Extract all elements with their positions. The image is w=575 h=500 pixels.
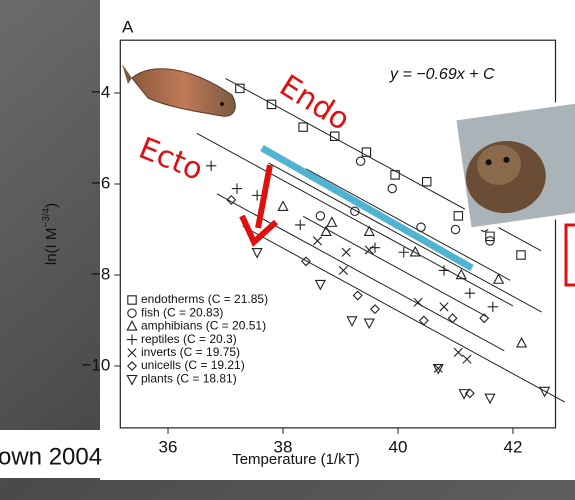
marker: [126, 320, 138, 331]
marker: [433, 363, 443, 373]
fit-line: [216, 193, 505, 352]
marker: [484, 393, 496, 405]
marker: [315, 211, 326, 221]
fit-line: [242, 225, 565, 403]
y-label-main: ln(I M: [43, 228, 60, 266]
marker: [363, 318, 375, 330]
marker: [432, 364, 444, 375]
marker: [126, 374, 138, 386]
marker: [314, 279, 326, 291]
marker: [205, 160, 217, 171]
y-tick-label: −10: [81, 355, 110, 374]
legend-label: endotherms (C = 21.85): [141, 292, 268, 306]
marker: [416, 222, 426, 232]
marker: [298, 122, 308, 132]
marker: [338, 265, 348, 276]
y-tick-label: −6: [91, 173, 110, 192]
marker: [363, 225, 375, 237]
marker: [355, 156, 366, 166]
marker: [352, 290, 363, 301]
marker: [251, 190, 263, 201]
red-arrow: [239, 164, 279, 247]
marker: [266, 99, 277, 110]
marker: [361, 147, 372, 157]
marker: [450, 224, 461, 235]
marker: [350, 206, 360, 217]
plot: 36 38 40 42 −4 −6 −8 −10 endotherms (C = 21.85)f…: [81, 39, 565, 456]
x-tick-label: 38: [274, 437, 293, 456]
x-tick-label: 42: [503, 437, 522, 456]
marker: [453, 347, 463, 357]
marker: [231, 183, 243, 194]
marker: [326, 216, 338, 227]
marker: [329, 131, 340, 141]
red-box: [564, 223, 575, 287]
marker: [485, 236, 495, 246]
marker: [387, 183, 397, 194]
marker: [127, 295, 137, 305]
fish-image: [122, 64, 236, 117]
marker: [346, 316, 358, 327]
marker: [251, 248, 263, 259]
marker: [370, 304, 380, 315]
source-text: own 2004: [0, 443, 102, 470]
fit-line: [196, 132, 514, 307]
legend-label: fish (C = 20.83): [141, 305, 223, 319]
x-tick-label: 40: [389, 437, 408, 456]
marker: [438, 265, 450, 276]
panel-label: A: [122, 17, 134, 36]
marker: [320, 225, 332, 237]
marker: [455, 268, 467, 280]
marker: [479, 313, 490, 324]
highlight-line: [260, 144, 474, 272]
marker: [295, 219, 306, 231]
fit-line: [268, 162, 542, 313]
marker: [421, 176, 432, 187]
marker: [492, 273, 505, 284]
marker: [453, 211, 464, 221]
legend-label: reptiles (C = 20.3): [141, 332, 237, 346]
marker: [277, 200, 289, 211]
bear-image: [451, 98, 575, 232]
marker: [235, 83, 245, 94]
fit-line: [302, 215, 488, 318]
y-label-end: ): [43, 203, 60, 208]
marker: [127, 361, 137, 371]
marker: [516, 250, 526, 260]
marker: [458, 389, 470, 400]
x-tick-label: 36: [159, 437, 178, 456]
legend-label: plants (C = 18.81): [141, 371, 237, 385]
marker: [447, 313, 458, 324]
marker: [127, 348, 137, 358]
marker: [464, 288, 476, 299]
marker: [538, 386, 551, 398]
marker: [364, 245, 374, 255]
marker: [226, 194, 237, 205]
marker: [390, 170, 400, 180]
marker: [341, 247, 351, 257]
marker: [312, 236, 323, 246]
y-tick-label: −4: [91, 82, 110, 101]
equation: y = −0.69x + C: [389, 66, 495, 83]
x-axis-label: Temperature (1/kT): [232, 451, 360, 468]
marker: [398, 247, 409, 258]
marker: [462, 354, 472, 364]
caption-panel: [0, 430, 200, 478]
legend-label: inverts (C = 19.75): [141, 345, 240, 359]
legend-label: amphibians (C = 20.51): [141, 319, 266, 333]
marker: [515, 336, 528, 348]
plot-frame: [119, 39, 557, 429]
y-label-sup: −3/4: [41, 207, 52, 227]
marker: [127, 308, 137, 318]
marker: [301, 256, 311, 267]
y-axis-label: ln(I M−3/4): [41, 203, 60, 265]
legend-label: unicells (C = 19.21): [141, 358, 245, 372]
y-tick-label: −8: [91, 264, 110, 283]
marker: [487, 301, 499, 313]
marker: [126, 334, 138, 345]
marker: [439, 302, 449, 312]
fit-line: [305, 168, 511, 281]
